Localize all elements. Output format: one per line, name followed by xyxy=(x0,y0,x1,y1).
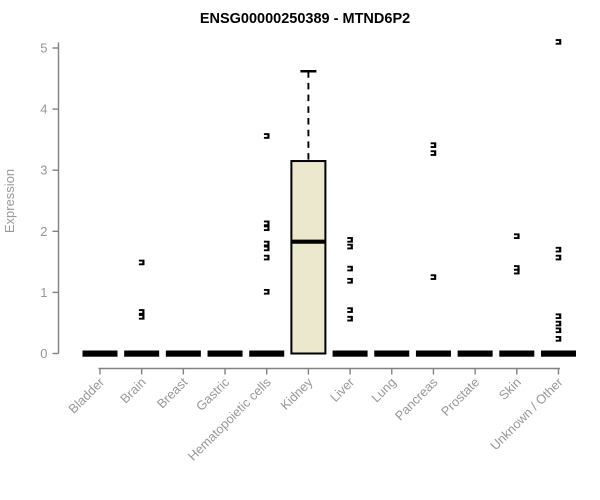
box-body xyxy=(290,160,327,355)
outlier-marker xyxy=(262,220,270,227)
outlier-marker xyxy=(554,254,562,261)
y-tick-label: 2 xyxy=(40,224,47,239)
outlier-marker xyxy=(429,150,437,156)
y-tick-label: 3 xyxy=(40,163,47,178)
outlier-marker xyxy=(137,259,145,266)
outlier-marker xyxy=(137,309,145,315)
outlier-marker xyxy=(262,245,270,252)
chart-title: ENSG00000250389 - MTND6P2 xyxy=(200,11,410,27)
outlier-marker xyxy=(554,320,562,327)
y-axis-label: Expression xyxy=(2,169,17,233)
box-prostate xyxy=(457,350,493,357)
zero-bar xyxy=(415,350,451,357)
outlier-marker xyxy=(262,240,270,247)
box-unknown-other xyxy=(540,39,576,357)
box-hematopoietic-cells xyxy=(249,133,285,357)
outlier-marker xyxy=(512,268,520,275)
y-tick-label: 4 xyxy=(40,102,47,117)
x-tick-label-gastric: Gastric xyxy=(193,374,233,414)
outlier-marker xyxy=(554,246,562,253)
outlier-marker xyxy=(429,274,437,280)
outlier-marker xyxy=(429,142,437,148)
zero-bar xyxy=(540,350,576,357)
y-axis: 0 1 2 3 4 5 xyxy=(40,41,60,361)
box-pancreas xyxy=(415,142,451,357)
outlier-marker xyxy=(345,265,353,272)
x-tick-label-skin: Skin xyxy=(496,375,524,403)
box-gastric xyxy=(207,350,243,357)
outlier-marker xyxy=(345,315,353,322)
zero-bar xyxy=(249,350,285,357)
outlier-marker xyxy=(137,314,145,320)
box-skin xyxy=(499,233,535,357)
outlier-marker xyxy=(262,288,270,295)
x-tick-label-bladder: Bladder xyxy=(65,374,107,416)
zero-bar xyxy=(374,350,410,357)
zero-bar xyxy=(499,350,535,357)
x-tick-label-prostate: Prostate xyxy=(438,375,482,419)
outlier-marker xyxy=(262,225,270,232)
outlier-marker xyxy=(345,277,353,284)
y-tick-label: 0 xyxy=(40,346,47,361)
zero-bar xyxy=(457,350,493,357)
zero-bar xyxy=(165,350,201,357)
box-lung xyxy=(374,350,410,357)
zero-bar xyxy=(207,350,243,357)
box-breast xyxy=(165,350,201,357)
box-kidney xyxy=(290,69,327,355)
x-tick-label-breast: Breast xyxy=(154,374,191,411)
x-tick-label-unknown-other: Unknown / Other xyxy=(487,374,566,453)
outlier-marker xyxy=(262,254,270,261)
outlier-marker xyxy=(345,307,353,313)
outlier-marker xyxy=(262,133,270,139)
outlier-marker xyxy=(512,265,520,271)
zero-bar xyxy=(82,350,118,357)
box-bladder xyxy=(82,350,118,357)
x-tick-label-pancreas: Pancreas xyxy=(392,375,441,424)
outlier-marker xyxy=(554,313,562,320)
outlier-marker xyxy=(554,327,562,334)
outlier-marker xyxy=(554,39,562,45)
outlier-marker xyxy=(345,237,353,243)
outlier-marker xyxy=(512,233,520,239)
outlier-marker xyxy=(345,243,353,250)
zero-bar xyxy=(124,350,160,357)
y-tick-label: 5 xyxy=(40,41,47,56)
box-brain xyxy=(124,259,160,357)
x-tick-label-kidney: Kidney xyxy=(277,374,316,413)
outlier-marker xyxy=(554,336,562,342)
x-tick-label-brain: Brain xyxy=(117,375,149,407)
x-tick-label-lung: Lung xyxy=(368,375,399,406)
zero-bar xyxy=(332,350,368,357)
x-tick-label-liver: Liver xyxy=(327,374,358,405)
y-tick-label: 1 xyxy=(40,285,47,300)
box-liver xyxy=(332,237,368,357)
